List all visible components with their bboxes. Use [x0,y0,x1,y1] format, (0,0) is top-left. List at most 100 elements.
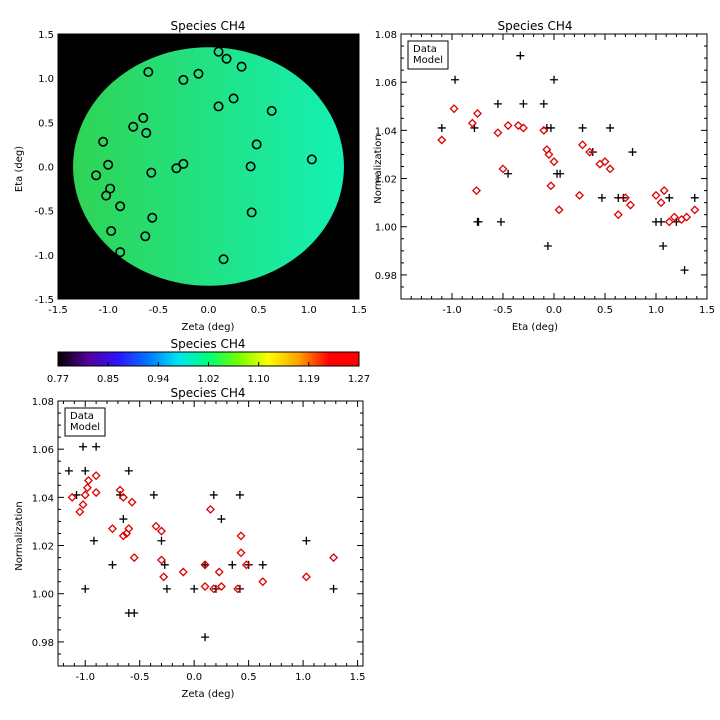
detector-marker [147,212,158,223]
eta-legend-data: Data [413,44,437,55]
map-y-tick-label: 1.0 [38,74,54,85]
eta-model-point [613,210,623,220]
detector-marker [146,167,157,178]
eta-model-point [585,147,595,157]
detector-marker [236,61,247,72]
zeta-model-point [200,560,210,570]
zeta-model-point [236,531,246,541]
zeta-model-point [151,521,161,531]
zeta-x-tick-label: -1.0 [75,672,95,683]
map-field-disk [73,47,344,286]
zeta-model-point [127,497,137,507]
eta-data-point [451,75,460,84]
zeta-y-axis-label: Normalization [14,501,25,571]
eta-data-point [628,148,637,157]
zeta-data-point [235,490,244,499]
detector-marker [98,136,109,147]
zeta-model-point [91,488,101,498]
zeta-model-point [241,560,251,570]
zeta-data-point [64,466,73,475]
eta-model-point [467,118,477,128]
eta-data-point [690,193,699,202]
colorbar-tick-label: 0.85 [97,374,119,385]
zeta-data-point [160,560,169,569]
map-x-tick-label: 0.0 [201,305,217,316]
eta-data-point [597,193,606,202]
colorbar-title: Species CH4 [170,337,245,351]
colorbar-tick-label: 0.77 [47,374,69,385]
detector-marker [213,46,224,57]
zeta-data-point [209,490,218,499]
map-x-tick-label: -1.0 [98,305,118,316]
zeta-data-point [124,466,133,475]
eta-data-point [546,123,555,132]
zeta-model-point [118,492,128,502]
eta-x-tick-label: 0.5 [597,305,613,316]
eta-y-tick-label: 0.98 [375,271,397,282]
eta-model-point [682,212,692,222]
zeta-model-point [82,483,92,493]
zeta-model-point [178,567,188,577]
zeta-x-tick-label: -0.5 [130,672,150,683]
eta-model-point [578,140,588,150]
eta-y-tick-label: 1.04 [375,126,397,137]
eta-data-point [519,99,528,108]
zeta-data-point [329,584,338,593]
detector-marker [115,247,126,258]
map-y-tick-label: 1.5 [38,30,54,41]
eta-title: Species CH4 [497,19,572,33]
eta-data-point [657,217,666,226]
map-plot-area: -1.5 -1.0 -0.5 0.0 0.5 1.0 1.5 -1.5 -1.0 -0.5 0.0 0… [34,30,366,316]
zeta-model-point [329,553,339,563]
eta-x-tick-label: -0.5 [493,305,513,316]
eta-model-point [651,190,661,200]
zeta-y-tick-label: 1.08 [32,397,54,408]
zeta-model-point [200,581,210,592]
eta-x-tick-label: 0.0 [546,305,562,316]
zeta-model-point [209,584,219,594]
eta-y-axis-label: Normalization [373,134,384,204]
eta-background [401,34,707,299]
eta-data-point [543,242,552,250]
detector-marker [251,139,262,150]
eta-y-tick-label: 1.08 [375,30,397,41]
eta-model-point [513,121,523,131]
eta-data-point [619,193,628,202]
zeta-title: Species CH4 [170,386,245,400]
eta-x-tick-label: -1.0 [442,305,462,316]
detector-marker [103,159,114,170]
eta-model-point [605,164,615,174]
zeta-model-point [115,485,125,495]
zeta-data-point [244,560,253,569]
zeta-data-point [162,584,171,593]
eta-model-point [503,121,513,131]
colorbar-tick-label: 1.10 [248,374,270,385]
eta-data-point [556,169,565,178]
map-x-tick-label: 1.5 [351,305,367,316]
zeta-model-point [214,567,224,577]
zeta-model-point [216,581,226,592]
zeta-model-point [75,507,85,517]
zeta-data-point [235,584,244,593]
map-y-tick-label: 0.5 [38,118,54,129]
eta-model-point [449,104,459,114]
eta-plot-area: -1.0 -0.5 0.0 0.5 1.0 1.5 0.98 1.00 1.02 1.04 1.06… [375,30,715,316]
detector-marker [218,254,229,265]
detector-marker [138,112,149,123]
colorbar-tick-label: 1.02 [197,374,219,385]
colorbar-panel: Species CH4 0.77 0.85 0.94 1.02 1.10 1.19 1.27 [47,337,370,385]
zeta-data-point [190,584,199,593]
zeta-model-point [258,577,268,587]
zeta-data-point [201,633,210,642]
eta-data-point [437,123,446,132]
map-y-tick-label: -1.5 [34,295,54,306]
eta-y-tick-label: 1.00 [375,223,397,234]
eta-x-axis-label: Eta (deg) [512,322,558,333]
map-title: Species CH4 [170,19,245,33]
zeta-data-point [79,442,88,451]
zeta-model-point [124,524,134,534]
eta-data-point [516,51,525,60]
eta-data-point [504,169,513,178]
map-x-tick-label: 1.0 [301,305,317,316]
zeta-data-point [149,490,158,499]
